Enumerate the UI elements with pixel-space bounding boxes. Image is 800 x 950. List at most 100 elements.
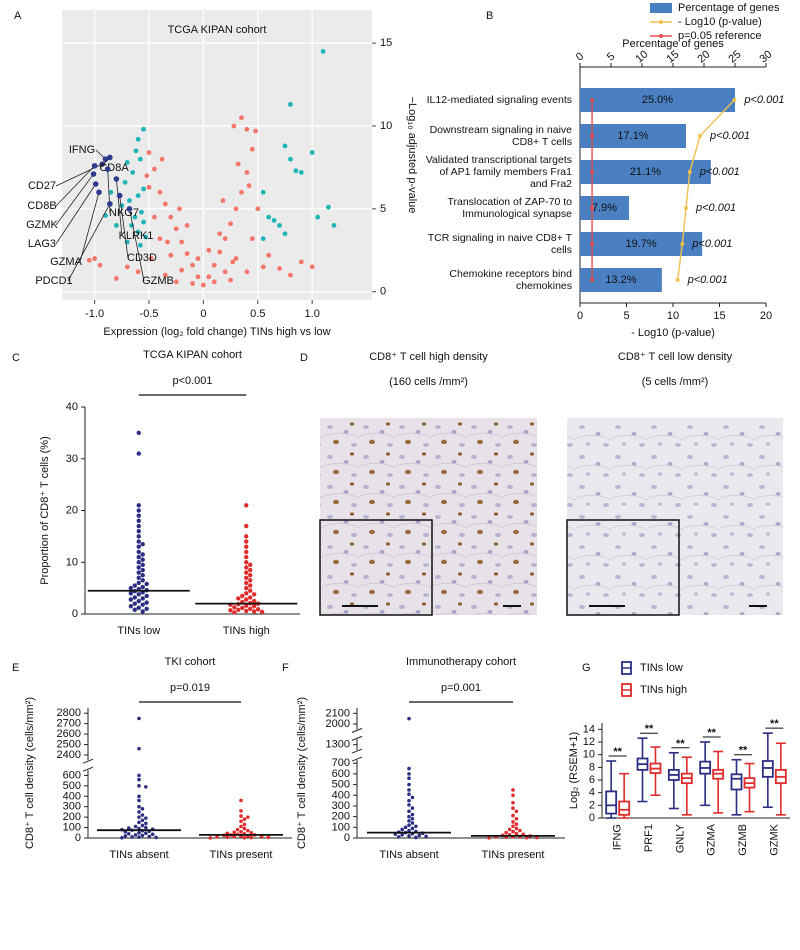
label-connector bbox=[129, 208, 145, 282]
point bbox=[282, 231, 288, 237]
x-tick-label: 1.0 bbox=[305, 308, 320, 320]
line-point bbox=[675, 278, 680, 282]
point bbox=[239, 189, 244, 195]
point bbox=[136, 592, 141, 597]
point bbox=[140, 584, 145, 590]
panel-letter: G bbox=[582, 662, 591, 674]
axis-break bbox=[351, 727, 363, 733]
point bbox=[206, 247, 212, 253]
point bbox=[99, 161, 106, 167]
point bbox=[132, 601, 137, 606]
point bbox=[168, 214, 174, 220]
point bbox=[244, 544, 249, 549]
point bbox=[211, 279, 217, 285]
x-axis-label: - Log10 (p-value) bbox=[631, 327, 715, 339]
point bbox=[130, 835, 134, 839]
y-tick-label: 400 bbox=[63, 790, 81, 802]
line-point bbox=[590, 242, 595, 246]
point bbox=[244, 554, 249, 560]
y-tick-label: 300 bbox=[332, 800, 350, 812]
category-label: Validated transcriptional targets of AP1… bbox=[425, 154, 572, 190]
y-tick-label: 500 bbox=[332, 779, 350, 791]
y-tick-label: 30 bbox=[66, 453, 78, 465]
line-point bbox=[590, 206, 595, 210]
point bbox=[92, 181, 99, 187]
x-tick-label: TINs absent bbox=[109, 849, 168, 861]
point bbox=[136, 508, 141, 513]
point bbox=[266, 835, 271, 840]
point bbox=[288, 272, 293, 278]
point bbox=[137, 815, 141, 819]
point bbox=[147, 834, 152, 839]
point bbox=[282, 143, 288, 149]
point bbox=[236, 607, 241, 613]
point bbox=[140, 602, 145, 607]
point bbox=[137, 794, 141, 799]
point bbox=[195, 274, 201, 280]
point bbox=[228, 221, 233, 227]
gene-label: GZMK bbox=[26, 219, 58, 231]
point bbox=[228, 277, 233, 283]
label-connector bbox=[55, 173, 94, 226]
y-axis-label: CD8⁺ T cell density (cells/mm²) bbox=[296, 697, 308, 849]
x2-axis-label: Percentage of genes bbox=[622, 38, 724, 50]
bar bbox=[580, 88, 735, 112]
point bbox=[222, 236, 228, 242]
legend-label: p=0.05 reference bbox=[678, 30, 761, 42]
point bbox=[244, 269, 250, 275]
point bbox=[331, 223, 337, 228]
point bbox=[403, 825, 408, 830]
gene-label: CD27 bbox=[28, 180, 56, 192]
point bbox=[410, 806, 415, 810]
point bbox=[407, 823, 411, 827]
point bbox=[135, 136, 141, 142]
y-axis-label: −Log₁₀ adjusted p-value bbox=[406, 97, 418, 214]
point bbox=[514, 826, 519, 831]
point bbox=[396, 835, 401, 839]
point bbox=[144, 173, 150, 179]
point bbox=[150, 832, 155, 837]
point bbox=[124, 264, 130, 270]
point bbox=[173, 226, 179, 232]
bar bbox=[580, 196, 629, 220]
box bbox=[730, 773, 743, 791]
point bbox=[146, 150, 152, 155]
box bbox=[761, 760, 774, 778]
point bbox=[235, 827, 240, 832]
point bbox=[146, 184, 152, 190]
point bbox=[136, 503, 141, 508]
point bbox=[208, 836, 213, 840]
point bbox=[407, 828, 411, 833]
point bbox=[511, 820, 515, 824]
y-axis-label: Log₂ (RSEM+1) bbox=[568, 732, 580, 809]
micrograph-inset bbox=[319, 519, 433, 616]
y-tick-label: 5 bbox=[380, 203, 386, 215]
x-tick-label: 5 bbox=[623, 310, 629, 322]
point bbox=[511, 813, 515, 818]
y-tick-label: 0 bbox=[344, 832, 350, 844]
legend-label: Percentage of genes bbox=[678, 2, 780, 14]
point bbox=[108, 189, 114, 195]
bar-value-label: 19.7% bbox=[625, 238, 656, 250]
y-tick-label: 200 bbox=[63, 811, 81, 823]
point bbox=[126, 832, 131, 836]
axis-break bbox=[351, 756, 363, 762]
point bbox=[179, 267, 185, 273]
point bbox=[154, 835, 158, 840]
point bbox=[239, 824, 243, 829]
point bbox=[135, 229, 141, 235]
point bbox=[135, 193, 141, 199]
point bbox=[122, 179, 128, 185]
point bbox=[113, 176, 120, 182]
point bbox=[248, 583, 253, 588]
label-connector bbox=[67, 203, 111, 282]
legend-swatch bbox=[650, 3, 672, 13]
point bbox=[277, 266, 282, 271]
point bbox=[140, 823, 145, 828]
label-connector bbox=[55, 165, 95, 207]
point bbox=[242, 822, 247, 827]
point bbox=[162, 272, 168, 278]
y-tick-label: 400 bbox=[332, 789, 350, 801]
point bbox=[251, 604, 257, 609]
y-tick-label: 2000 bbox=[326, 718, 350, 730]
